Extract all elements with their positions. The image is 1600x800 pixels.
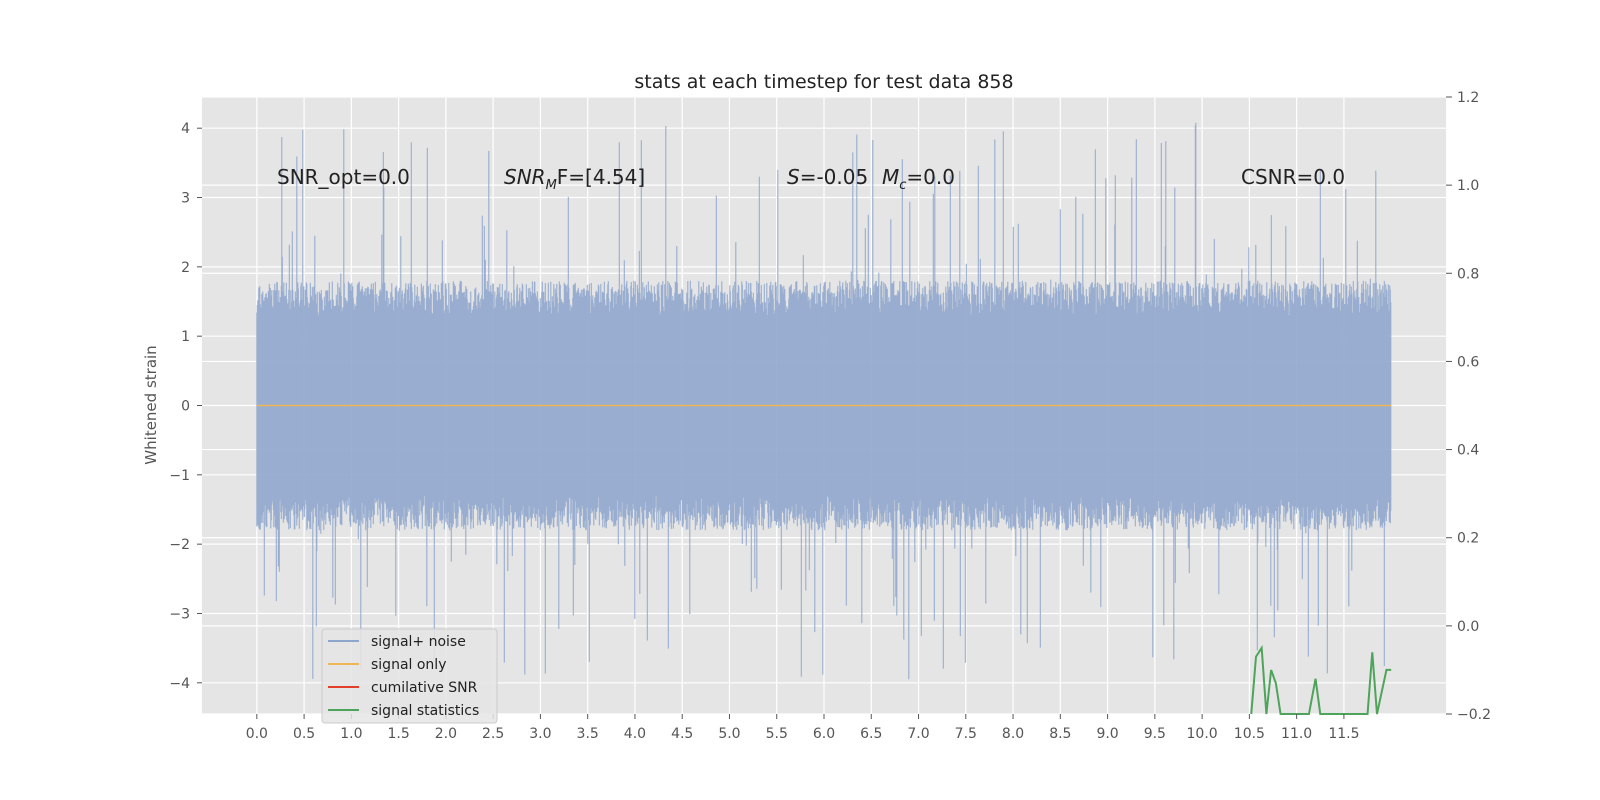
x-tick-label: 1.5 <box>387 726 409 742</box>
annotation-csnr: CSNR=0.0 <box>1241 165 1345 189</box>
x-tick-label: 11.0 <box>1281 726 1312 742</box>
y2-tick-label: 0.4 <box>1457 443 1479 459</box>
y-tick-label: 0 <box>181 399 190 415</box>
x-tick-label: 4.5 <box>671 726 693 742</box>
y2-tick-label: 0.8 <box>1457 266 1479 282</box>
y-tick-label: 2 <box>181 260 190 276</box>
y2-tick-label: 1.0 <box>1457 178 1479 194</box>
y2-tick-label: 0.0 <box>1457 619 1479 635</box>
annotation-snr-opt: SNR_opt=0.0 <box>277 165 410 189</box>
annotation-s-value: =-0.05 <box>800 165 869 189</box>
legend-box <box>321 628 498 724</box>
x-tick-label: 3.0 <box>529 726 551 742</box>
annotation-mc-var: M <box>882 165 899 189</box>
x-tick-label: 5.0 <box>718 726 740 742</box>
x-tick-label: 1.0 <box>340 726 362 742</box>
annotation-s: S=-0.05 <box>787 165 868 189</box>
x-axis-ticks: 0.0 0.5 1.0 1.5 2.0 2.5 3.0 3.5 4.0 4.5 5.0 5.5 6.0 6… <box>246 714 1359 742</box>
legend-label-cumulative-snr: cumilative SNR <box>371 680 478 696</box>
x-tick-label: 2.0 <box>435 726 457 742</box>
y-axis-label: Whitened strain <box>142 345 160 464</box>
annotation-snr-mf-suffix: F=[4.54] <box>557 165 645 189</box>
y2-tick-label: −0.2 <box>1457 707 1491 723</box>
annotation-mc-value: =0.0 <box>906 165 955 189</box>
x-tick-label: 8.0 <box>1002 726 1024 742</box>
x-tick-label: 6.0 <box>813 726 835 742</box>
y2-axis-ticks: −0.2 0.0 0.2 0.4 0.6 0.8 1.0 1.2 <box>1446 90 1491 723</box>
y2-tick-label: 0.6 <box>1457 354 1479 370</box>
x-tick-label: 8.5 <box>1049 726 1071 742</box>
legend-label-signal-statistics: signal statistics <box>371 703 479 719</box>
x-tick-label: 0.0 <box>246 726 268 742</box>
y-tick-label: 4 <box>181 121 190 137</box>
annotation-mc-sub: c <box>899 178 906 193</box>
y-tick-label: −3 <box>169 606 190 622</box>
chart-title: stats at each timestep for test data 858 <box>634 71 1013 93</box>
x-tick-label: 4.0 <box>624 726 646 742</box>
y-axis-ticks: −4 −3 −2 −1 0 1 2 3 4 <box>169 121 202 692</box>
y-tick-label: −1 <box>169 468 190 484</box>
legend-label-signal-only: signal only <box>371 657 446 673</box>
annotation-snr-mf-sub: M <box>546 178 557 193</box>
x-tick-label: 2.5 <box>482 726 504 742</box>
x-tick-label: 9.5 <box>1144 726 1166 742</box>
y2-tick-label: 0.2 <box>1457 531 1479 547</box>
x-tick-label: 9.0 <box>1096 726 1118 742</box>
y-tick-label: 1 <box>181 329 190 345</box>
signal-statistics-line <box>1250 644 1392 715</box>
x-tick-label: 7.0 <box>907 726 929 742</box>
x-tick-label: 6.5 <box>860 726 882 742</box>
x-tick-label: 10.0 <box>1187 726 1218 742</box>
y-tick-label: 3 <box>181 191 190 207</box>
annotation-mc: Mc=0.0 <box>882 165 955 193</box>
signal-statistics-series <box>1250 644 1392 715</box>
y-tick-label: −4 <box>169 676 190 692</box>
y-tick-label: −2 <box>169 537 190 553</box>
annotation-snr-mf: SNRMF=[4.54] <box>504 165 645 193</box>
x-tick-label: 7.5 <box>955 726 977 742</box>
legend-label-signal-noise: signal+ noise <box>371 634 466 650</box>
y2-tick-label: 1.2 <box>1457 90 1479 106</box>
x-tick-label: 11.5 <box>1328 726 1359 742</box>
annotation-snr-mf-prefix: SNR <box>504 165 546 189</box>
x-tick-label: 5.5 <box>766 726 788 742</box>
annotation-s-var: S <box>787 165 800 189</box>
x-tick-label: 0.5 <box>293 726 315 742</box>
x-tick-label: 10.5 <box>1234 726 1265 742</box>
x-tick-label: 3.5 <box>577 726 599 742</box>
legend: signal+ noise signal only cumilative SNR… <box>321 628 498 724</box>
